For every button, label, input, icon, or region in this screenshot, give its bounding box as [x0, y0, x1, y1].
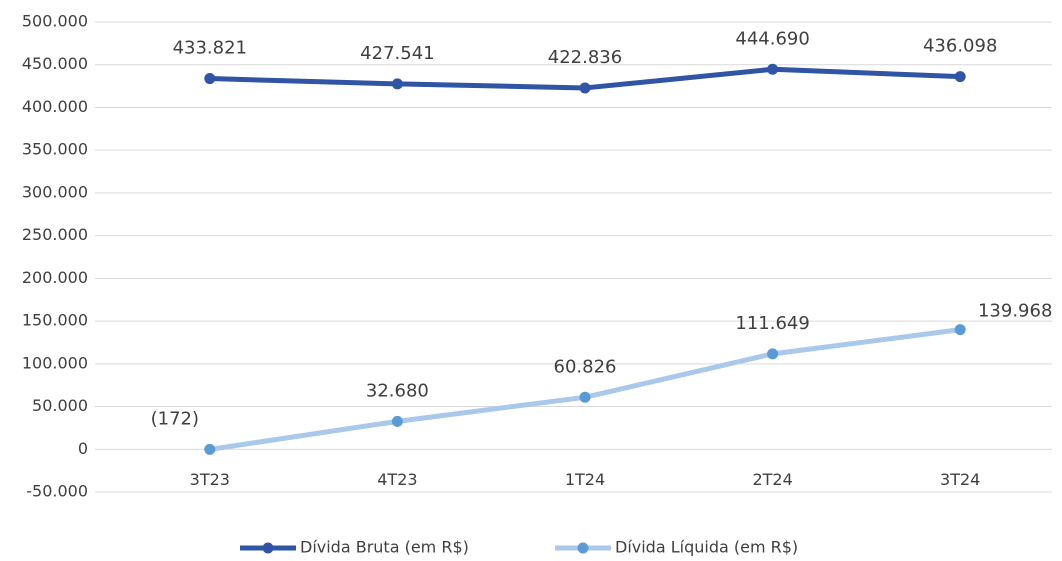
legend-marker	[577, 542, 589, 554]
x-tick-label: 4T23	[377, 470, 417, 489]
data-point	[954, 71, 966, 83]
x-tick-label: 1T24	[565, 470, 605, 489]
y-tick-label: 450.000	[22, 54, 88, 73]
data-label: 427.541	[360, 43, 434, 64]
data-point	[579, 391, 591, 403]
data-label: 139.968	[978, 301, 1052, 322]
legend-label: Dívida Bruta (em R$)	[300, 538, 469, 557]
data-label: 32.680	[366, 380, 429, 401]
x-tick-label: 2T24	[752, 470, 792, 489]
y-tick-label: 250.000	[22, 225, 88, 244]
data-point	[954, 324, 966, 336]
y-tick-label: 300.000	[22, 182, 88, 201]
data-label: 60.826	[554, 356, 617, 377]
y-tick-label: 0	[78, 439, 88, 458]
data-label: 436.098	[923, 36, 997, 57]
series-line	[209, 327, 961, 452]
data-label: 422.836	[548, 47, 622, 68]
data-point	[391, 415, 403, 427]
data-point	[767, 348, 779, 360]
data-label: (172)	[151, 408, 199, 429]
y-tick-label: -50.000	[26, 482, 88, 501]
y-tick-label: 500.000	[22, 12, 88, 31]
data-label: 111.649	[735, 313, 809, 334]
data-point	[391, 78, 403, 90]
data-point	[204, 443, 216, 455]
y-tick-label: 100.000	[22, 353, 88, 372]
y-tick-label: 200.000	[22, 268, 88, 287]
legend-marker	[262, 542, 274, 554]
data-point	[579, 82, 591, 94]
y-tick-label: 350.000	[22, 140, 88, 159]
legend-label: Dívida Líquida (em R$)	[615, 538, 798, 557]
data-point	[767, 63, 779, 75]
y-tick-label: 400.000	[22, 97, 88, 116]
x-tick-label: 3T23	[190, 470, 230, 489]
data-label: 433.821	[173, 38, 247, 59]
data-point	[204, 73, 216, 85]
x-tick-label: 3T24	[940, 470, 980, 489]
y-tick-label: 50.000	[32, 396, 88, 415]
y-tick-label: 150.000	[22, 311, 88, 330]
data-label: 444.690	[735, 28, 809, 49]
